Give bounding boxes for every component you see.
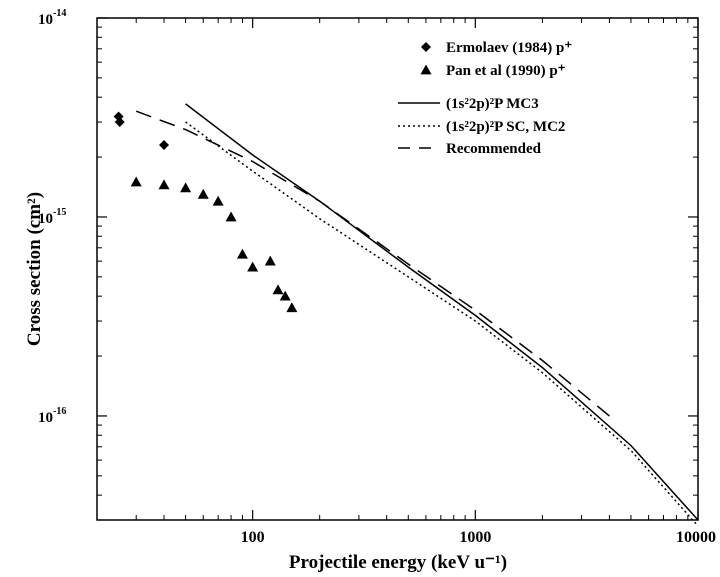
y-axis-label: Cross section (cm²) — [24, 192, 45, 346]
y-tick-labels: 10-14 10-15 10-16 — [38, 8, 66, 426]
plot-frame — [96, 17, 699, 521]
series-line-3 — [185, 121, 699, 527]
data-point-1 — [197, 188, 209, 199]
y-tick-label: 10-15 — [38, 207, 66, 227]
axis-ticks — [96, 17, 699, 521]
data-point-0 — [114, 117, 125, 128]
data-point-1 — [264, 255, 276, 266]
data-point-1 — [247, 261, 259, 272]
legend-label-3: (1s²2p)²P SC, MC2 — [446, 119, 565, 135]
series-layer — [113, 103, 699, 527]
legend-label-0: Ermolaev (1984) p⁺ — [446, 40, 572, 56]
series-line-4 — [135, 110, 610, 417]
series-line-2 — [185, 103, 699, 521]
x-tick-label: 10000 — [676, 529, 716, 546]
data-point-1 — [212, 195, 224, 206]
x-tick-labels: 100 1000 10000 — [241, 529, 716, 546]
x-axis-label: Projectile energy (keV u⁻¹) — [289, 552, 507, 573]
data-point-1 — [279, 290, 291, 301]
legend-marker-1 — [420, 64, 432, 75]
y-tick-label: 10-16 — [38, 406, 66, 426]
legend-label-1: Pan et al (1990) p⁺ — [446, 63, 566, 79]
data-point-1 — [286, 302, 298, 313]
data-point-1 — [130, 176, 142, 187]
legend-marker-0 — [421, 42, 431, 52]
data-point-0 — [159, 140, 170, 151]
legend-label-2: (1s²2p)²P MC3 — [446, 96, 539, 112]
legend: Ermolaev (1984) p⁺ Pan et al (1990) p⁺ (1s… — [398, 40, 572, 157]
data-point-1 — [158, 179, 170, 190]
data-point-1 — [272, 284, 284, 295]
x-tick-label: 1000 — [459, 529, 491, 546]
data-point-1 — [225, 211, 237, 222]
x-tick-label: 100 — [241, 529, 265, 546]
data-point-1 — [236, 248, 248, 259]
legend-label-4: Recommended — [446, 141, 542, 157]
data-point-1 — [180, 182, 192, 193]
y-tick-label: 10-14 — [38, 8, 66, 28]
